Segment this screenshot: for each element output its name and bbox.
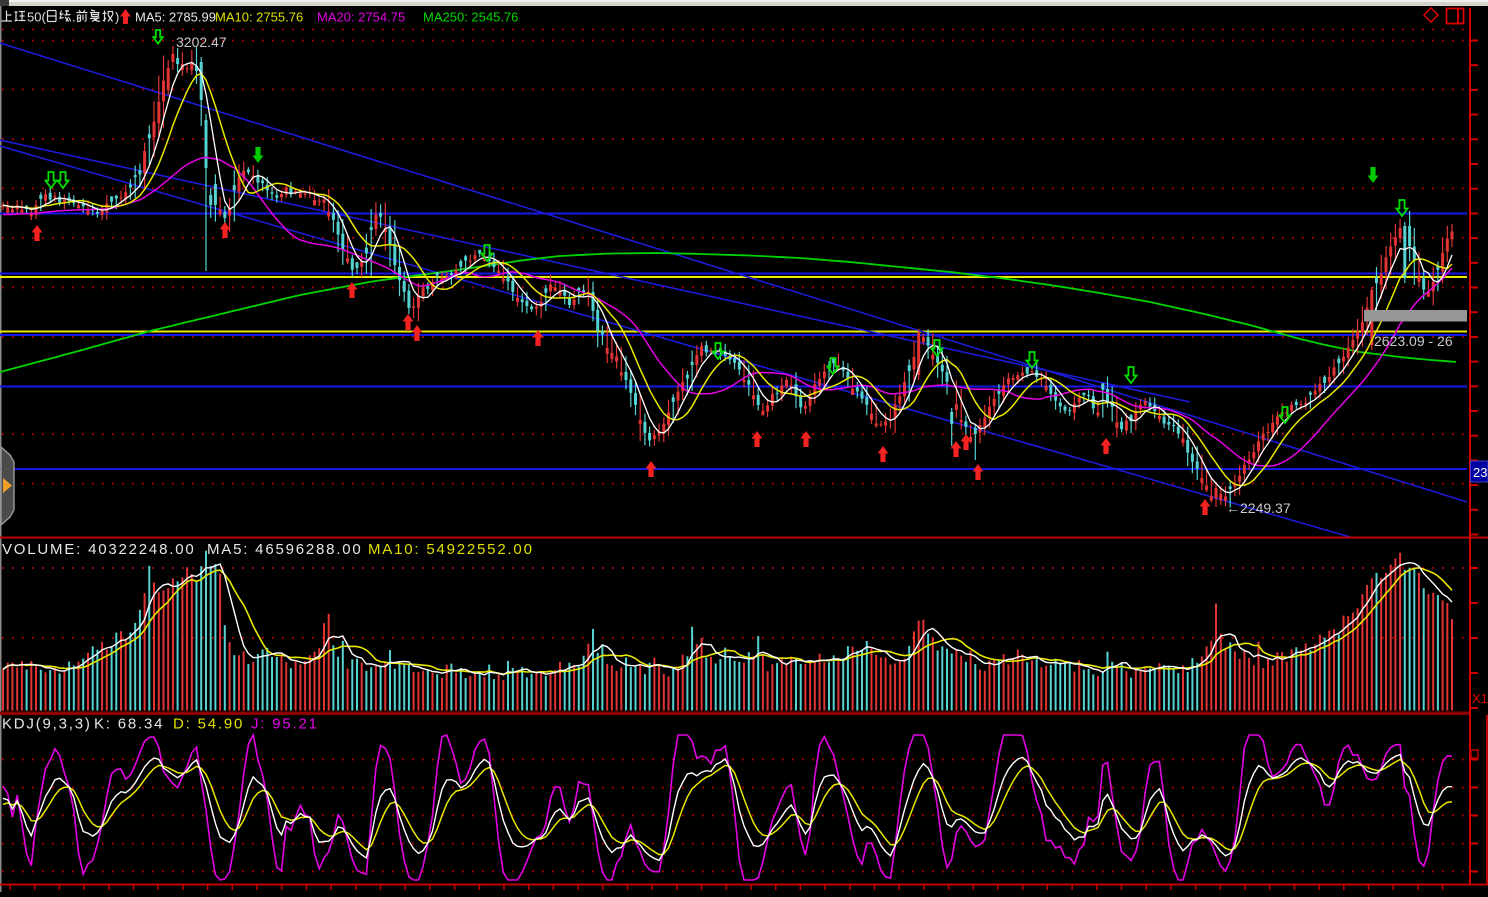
svg-text:VOLUME: 40322248.00: VOLUME: 40322248.00 xyxy=(2,541,195,558)
svg-text:3202.47: 3202.47 xyxy=(176,34,227,50)
svg-text:D: 54.90: D: 54.90 xyxy=(173,716,244,733)
svg-text:MA5: 46596288.00: MA5: 46596288.00 xyxy=(207,541,363,558)
svg-text:23: 23 xyxy=(1473,465,1487,480)
svg-text:): ) xyxy=(115,10,119,25)
svg-text:MA5: 2785.99: MA5: 2785.99 xyxy=(135,10,216,25)
svg-text:←2249.37: ←2249.37 xyxy=(1226,500,1291,516)
svg-text:KDJ(9,3,3): KDJ(9,3,3) xyxy=(2,716,92,733)
svg-text:MA250: 2545.76: MA250: 2545.76 xyxy=(423,10,518,25)
svg-text:MA10: 2755.76: MA10: 2755.76 xyxy=(215,10,303,25)
svg-text:50(: 50( xyxy=(27,10,46,25)
svg-text:MA20: 2754.75: MA20: 2754.75 xyxy=(317,10,405,25)
svg-text:.: . xyxy=(72,10,76,25)
svg-text:2623.09 - 26: 2623.09 - 26 xyxy=(1374,333,1453,349)
svg-text:X1: X1 xyxy=(1472,691,1488,706)
svg-text:MA10: 54922552.00: MA10: 54922552.00 xyxy=(368,541,534,558)
svg-text:K: 68.34: K: 68.34 xyxy=(94,716,164,733)
svg-text:J: 95.21: J: 95.21 xyxy=(251,716,319,733)
